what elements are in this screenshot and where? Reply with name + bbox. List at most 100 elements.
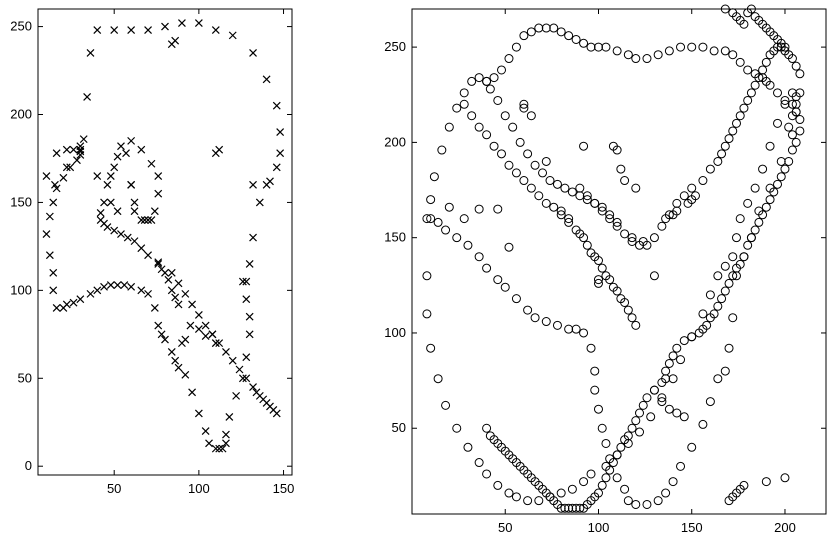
circle-marker-point	[497, 65, 507, 75]
x-marker-point	[245, 260, 254, 268]
circle-marker-point	[493, 275, 503, 285]
circle-marker-point	[728, 252, 738, 262]
x-marker-point	[86, 289, 95, 298]
x-marker-point	[249, 383, 257, 391]
y-tick-label: 0	[25, 458, 32, 473]
x-marker-point	[130, 207, 139, 216]
circle-marker-point	[552, 179, 562, 189]
x-marker-point	[93, 172, 102, 180]
circle-marker-point	[795, 126, 805, 136]
circle-marker-point	[750, 183, 760, 193]
x-marker-point	[167, 268, 176, 277]
circle-marker-point	[433, 374, 443, 384]
circle-marker-point	[586, 42, 596, 52]
circle-marker-point	[593, 42, 603, 52]
circle-marker-point	[739, 252, 749, 262]
circle-marker-point	[787, 88, 797, 98]
x-marker-point	[130, 198, 139, 207]
circle-marker-point	[649, 233, 659, 243]
x-marker-point	[186, 321, 195, 330]
circle-marker-point	[735, 57, 745, 67]
circle-marker-point	[620, 229, 630, 239]
circle-marker-point	[605, 210, 615, 220]
circle-marker-point	[538, 168, 548, 178]
circle-marker-point	[679, 412, 689, 422]
circle-marker-point	[780, 164, 790, 174]
circle-marker-point	[750, 69, 760, 79]
circle-marker-point	[482, 76, 492, 86]
circle-marker-point	[612, 286, 622, 296]
circle-marker-point	[668, 477, 678, 487]
x-marker-point	[272, 101, 281, 110]
circle-marker-point	[746, 88, 756, 98]
circle-marker-point	[552, 320, 562, 330]
circle-marker-point	[519, 99, 529, 109]
x-marker-point	[154, 258, 163, 267]
right-axes-box	[411, 8, 827, 515]
circle-marker-point	[579, 503, 589, 513]
circle-marker-point	[482, 263, 492, 273]
circle-marker-point	[582, 191, 592, 201]
circle-marker-point	[500, 282, 510, 292]
x-marker-point	[174, 363, 183, 372]
circle-marker-point	[482, 423, 492, 433]
x-marker-point	[249, 180, 257, 189]
x-marker-point	[154, 172, 163, 180]
circle-marker-point	[564, 503, 574, 513]
circle-marker-point	[597, 206, 607, 216]
x-marker-point	[262, 75, 271, 84]
x-marker-point	[211, 26, 220, 35]
x-marker-point	[110, 26, 119, 35]
circle-marker-point	[571, 34, 581, 44]
x-marker-point	[238, 277, 247, 286]
x-marker-point	[144, 26, 152, 35]
circle-marker-point	[720, 366, 730, 376]
circle-marker-point	[631, 183, 641, 193]
x-marker-point	[242, 353, 251, 362]
circle-marker-point	[511, 294, 521, 304]
x-marker-point	[238, 374, 247, 383]
circle-marker-point	[780, 473, 790, 483]
circle-marker-point	[571, 324, 581, 334]
circle-marker-point	[556, 206, 566, 216]
x-marker-point	[137, 216, 146, 224]
circle-marker-point	[687, 42, 697, 52]
x-marker-point	[188, 300, 197, 309]
circle-marker-point	[623, 305, 633, 315]
circle-marker-point	[758, 210, 768, 220]
x-marker-point	[106, 198, 115, 207]
circle-marker-point	[444, 202, 454, 212]
circle-marker-point	[795, 69, 805, 79]
x-marker-point	[255, 198, 264, 207]
circle-marker-point	[549, 202, 559, 212]
x-marker-point	[62, 163, 71, 172]
x-marker-point	[83, 93, 92, 101]
x-marker-point	[45, 251, 54, 260]
x-marker-point	[194, 311, 203, 319]
x-marker-point	[211, 339, 220, 348]
circle-marker-point	[493, 480, 503, 490]
circle-marker-point	[571, 503, 581, 513]
circle-marker-point	[735, 111, 745, 121]
circle-marker-point	[485, 431, 495, 441]
circle-marker-point	[623, 50, 633, 60]
x-marker-point	[228, 356, 237, 365]
x-marker-point	[181, 335, 190, 344]
x-marker-point	[205, 439, 213, 448]
x-marker-point	[181, 370, 190, 379]
circle-marker-point	[493, 95, 503, 105]
x-marker-point	[194, 325, 203, 333]
circle-marker-point	[474, 73, 484, 83]
x-marker-point	[79, 135, 88, 144]
x-marker-point	[42, 230, 51, 239]
circle-marker-point	[426, 214, 436, 224]
circle-marker-point	[635, 427, 645, 437]
circle-marker-point	[765, 195, 775, 205]
x-marker-point	[188, 388, 197, 397]
circle-marker-point	[649, 271, 659, 281]
x-marker-point	[49, 268, 58, 277]
x-marker-point	[96, 209, 105, 217]
circle-marker-point	[690, 191, 700, 201]
circle-marker-point	[653, 50, 663, 60]
circle-marker-point	[713, 374, 723, 384]
